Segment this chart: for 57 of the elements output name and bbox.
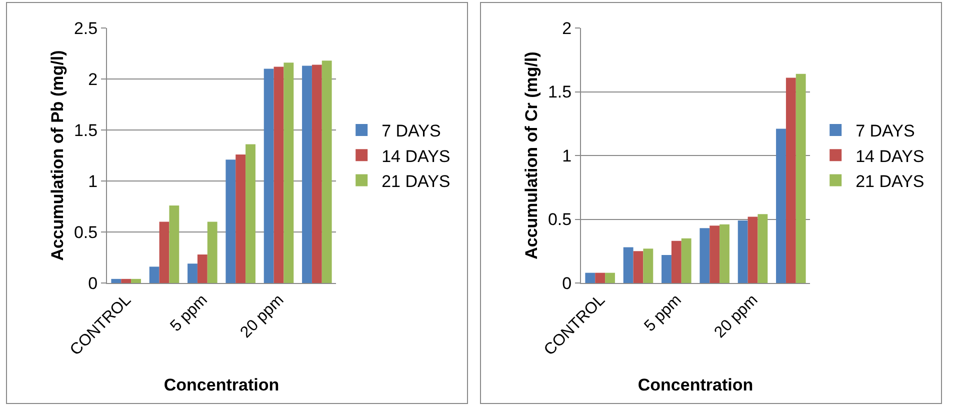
y-tick-label: 0.5: [548, 210, 572, 230]
bar: [302, 66, 312, 283]
bar: [312, 64, 322, 283]
bar: [748, 216, 758, 283]
bar: [633, 251, 644, 283]
bar: [700, 228, 710, 283]
y-tick-label: 2: [88, 70, 98, 89]
x-axis-title: Concentration: [164, 375, 280, 394]
y-tick-label: 1: [562, 146, 572, 166]
bar: [159, 222, 170, 283]
bar: [738, 220, 748, 283]
y-axis-title: Accumulation of Cr (mg/l): [522, 52, 541, 260]
bar: [776, 128, 786, 283]
bar: [121, 278, 132, 283]
bar: [246, 144, 256, 283]
legend-label: 14 DAYS: [856, 146, 924, 166]
bar: [322, 60, 332, 283]
bar: [236, 154, 246, 283]
bar: [274, 66, 284, 283]
bar: [264, 68, 274, 283]
bar: [758, 214, 768, 283]
bar: [786, 78, 796, 283]
y-axis-title: Accumulation of Pb (mg/l): [48, 50, 67, 261]
y-tick-label: 1: [88, 172, 98, 191]
bar: [188, 264, 198, 283]
legend-label: 21 DAYS: [856, 172, 924, 191]
bar: [226, 160, 236, 283]
legend-label: 21 DAYS: [382, 172, 450, 191]
bar: [111, 278, 122, 283]
y-tick-label: 2.5: [74, 18, 98, 38]
bar: [131, 278, 141, 283]
bar: [585, 272, 596, 283]
y-tick-label: 1.5: [548, 82, 572, 102]
bar: [662, 254, 672, 283]
bar: [643, 248, 654, 283]
y-tick-label: 0: [562, 274, 572, 293]
bar: [197, 254, 208, 283]
bar: [149, 266, 160, 283]
y-tick-label: 1.5: [74, 120, 98, 140]
bar: [284, 62, 294, 283]
legend-label: 14 DAYS: [382, 146, 450, 166]
legend-label: 7 DAYS: [856, 122, 915, 141]
y-tick-label: 0.5: [74, 222, 98, 242]
bar: [605, 272, 615, 283]
bar: [623, 247, 634, 283]
bar: [796, 74, 806, 283]
bar: [207, 222, 218, 283]
bar: [169, 205, 180, 283]
y-tick-label: 0: [88, 274, 98, 293]
bar: [671, 240, 682, 283]
legend-label: 7 DAYS: [382, 122, 441, 141]
bar: [595, 272, 606, 283]
bar: [720, 224, 730, 283]
x-axis-title: Concentration: [638, 375, 754, 394]
bar: [681, 238, 692, 283]
bar: [710, 226, 720, 283]
y-tick-label: 2: [562, 18, 572, 38]
